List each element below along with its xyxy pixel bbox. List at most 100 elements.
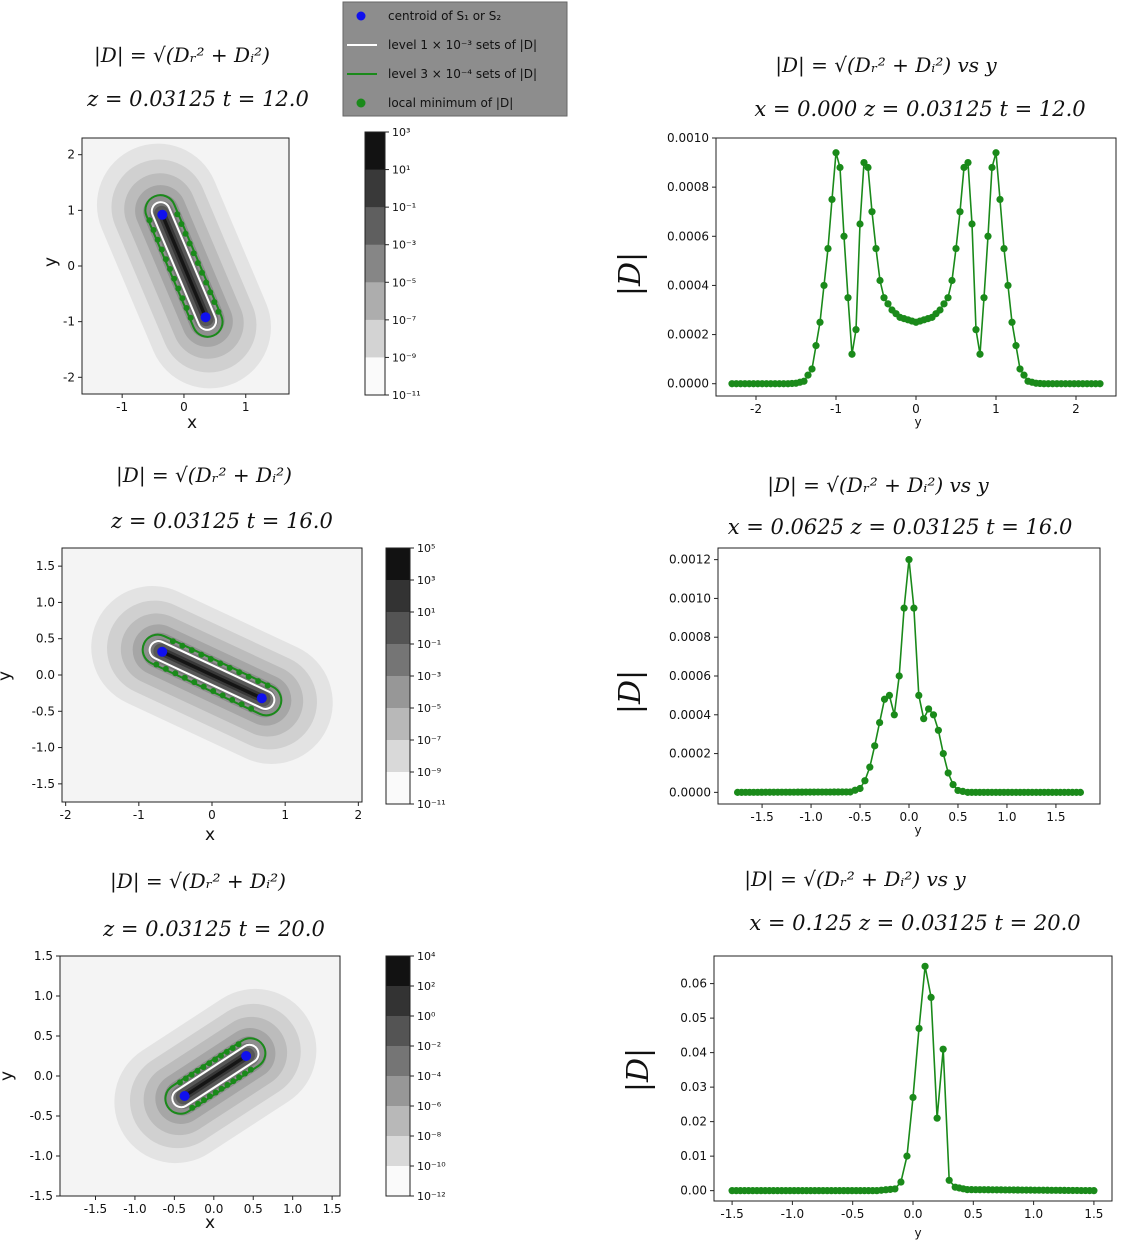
white-level-set bbox=[171, 1043, 260, 1109]
colorbar-band bbox=[386, 644, 410, 677]
contour-fills bbox=[91, 586, 333, 764]
data-point bbox=[948, 276, 956, 285]
y-tick-label: 0.0012 bbox=[669, 553, 711, 567]
contour-band bbox=[182, 1054, 249, 1098]
colorbar-tick-label: 10⁴ bbox=[417, 950, 436, 963]
y-tick-label: 0.0 bbox=[34, 1069, 53, 1083]
data-point bbox=[885, 691, 894, 699]
data-point bbox=[940, 300, 948, 308]
data-point bbox=[1016, 365, 1024, 373]
data-point bbox=[1090, 1187, 1098, 1195]
colorbar-tick-label: 10² bbox=[417, 980, 435, 993]
local-minimum-dot bbox=[183, 305, 190, 312]
plot-frame bbox=[717, 547, 1101, 805]
colorbar-band bbox=[386, 956, 410, 987]
colorbar-band bbox=[386, 1136, 410, 1167]
data-point bbox=[903, 1152, 911, 1160]
y-tick-label: -1.0 bbox=[30, 1149, 53, 1163]
centroid-legend-marker bbox=[356, 11, 366, 21]
x-axis-label: y bbox=[914, 1226, 921, 1240]
colorbar-tick-label: 10⁻¹ bbox=[392, 201, 416, 214]
colorbar-band bbox=[365, 132, 385, 171]
data-point bbox=[939, 749, 947, 758]
y-tick-label: 0.0000 bbox=[667, 377, 709, 391]
colorbar-tick-label: 10⁻¹ bbox=[417, 638, 441, 651]
colorbar-band bbox=[386, 740, 410, 773]
chart-subtitle: z = 0.03125 t = 16.0 bbox=[110, 509, 333, 533]
data-point bbox=[832, 149, 840, 157]
data-point bbox=[884, 300, 892, 308]
data-point bbox=[1008, 318, 1016, 326]
local-minimum-dot bbox=[186, 240, 193, 247]
y-tick-label: 0.05 bbox=[680, 1011, 707, 1025]
legend-label: local minimum of |D| bbox=[388, 96, 513, 110]
y-tick-label: -1 bbox=[63, 315, 75, 329]
y-tick-label: 1.0 bbox=[36, 595, 55, 609]
y-tick-label: -1.5 bbox=[30, 1189, 53, 1203]
local-minimum-dot bbox=[178, 220, 185, 227]
x-tick-label: 0.0 bbox=[204, 1202, 223, 1216]
y-tick-label: 0.03 bbox=[680, 1080, 707, 1094]
data-point bbox=[808, 365, 816, 373]
chart-subtitle: z = 0.03125 t = 12.0 bbox=[86, 87, 309, 111]
local-minimum-dot bbox=[162, 256, 169, 263]
x-axis-label: y bbox=[914, 415, 921, 429]
colorbar-band bbox=[386, 708, 410, 741]
data-point bbox=[891, 1185, 899, 1193]
y-tick-label: -0.5 bbox=[32, 704, 55, 718]
colorbar-tick-label: 10¹ bbox=[392, 164, 410, 177]
colorbar-band bbox=[386, 676, 410, 709]
colorbar-tick-label: 10⁻¹¹ bbox=[417, 798, 446, 811]
data-point bbox=[988, 163, 996, 172]
data-point bbox=[861, 777, 869, 785]
local-minimum-dot bbox=[206, 1093, 213, 1100]
colorbar-band bbox=[365, 207, 385, 246]
colorbar-tick-label: 10⁵ bbox=[417, 542, 435, 555]
data-point bbox=[876, 718, 884, 727]
legend-box bbox=[342, 1, 568, 117]
chart-subtitle: x = 0.0625 z = 0.03125 t = 16.0 bbox=[728, 515, 1073, 539]
local-minimum-dot bbox=[218, 1085, 225, 1092]
colorbar-band bbox=[386, 548, 410, 581]
x-tick-label: -0.5 bbox=[163, 1202, 186, 1216]
local-minimum-dot bbox=[153, 661, 160, 668]
chart-title: |D| = √(Dᵣ² + Dᵢ²) vs y bbox=[775, 53, 997, 78]
x-tick-label: 0.5 bbox=[244, 1202, 263, 1216]
chart-subtitle: x = 0.125 z = 0.03125 t = 20.0 bbox=[749, 911, 1080, 935]
local-minimum-dot bbox=[182, 1075, 189, 1082]
data-point bbox=[939, 1045, 947, 1053]
data-point bbox=[980, 294, 988, 302]
y-tick-label: -1.5 bbox=[32, 777, 55, 791]
plot-frame bbox=[715, 137, 1117, 397]
colorbar-tick-label: 10⁻¹⁰ bbox=[417, 1160, 446, 1173]
local-minimum-dot bbox=[191, 679, 198, 686]
y-axis-label: y bbox=[0, 1071, 17, 1081]
data-point bbox=[905, 556, 913, 564]
x-tick-label: -1.5 bbox=[720, 1207, 743, 1221]
data-point bbox=[920, 715, 928, 723]
local-minimum-dot bbox=[176, 1079, 183, 1086]
y-tick-label: 0.0004 bbox=[669, 708, 711, 722]
local-minimum-dot bbox=[198, 651, 205, 658]
local-minimum-dot bbox=[229, 1045, 236, 1052]
data-point bbox=[812, 342, 820, 350]
centroid-dot bbox=[179, 1091, 190, 1101]
local-minima bbox=[153, 638, 271, 712]
colorbar-band bbox=[386, 612, 410, 645]
series-points bbox=[728, 149, 1104, 388]
x-tick-label: -2 bbox=[60, 808, 72, 822]
data-point bbox=[800, 377, 808, 385]
local-minimum-dot bbox=[247, 1066, 254, 1073]
x-tick-label: 0.0 bbox=[899, 810, 918, 824]
x-axis-label: x bbox=[205, 825, 215, 845]
contour-band bbox=[160, 649, 264, 701]
x-tick-label: 1 bbox=[281, 808, 289, 822]
x-axis-label: x bbox=[205, 1213, 215, 1233]
local-minimum-dot bbox=[207, 655, 214, 662]
y-tick-label: 0.0010 bbox=[667, 131, 709, 145]
data-point bbox=[929, 711, 938, 719]
centroid-dot bbox=[157, 209, 168, 220]
white-level-set bbox=[150, 201, 218, 331]
colorbar-tick-label: 10⁰ bbox=[417, 1010, 436, 1023]
